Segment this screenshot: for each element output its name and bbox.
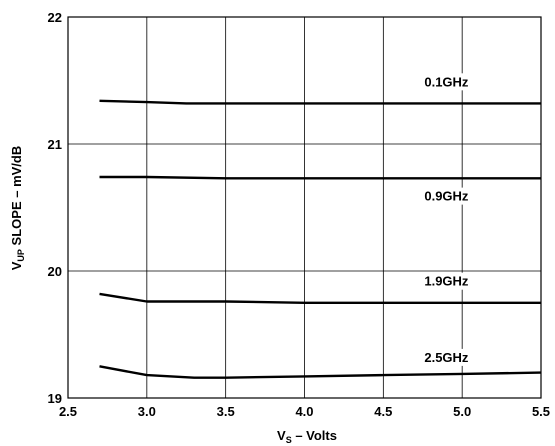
series-label: 0.9GHz [424, 189, 469, 204]
series-label-background [416, 73, 477, 91]
x-tick-label: 3.0 [138, 404, 156, 419]
y-tick-labels: 19 20 21 22 [48, 10, 62, 406]
series-label-background [416, 348, 477, 366]
y-tick-label: 20 [48, 264, 62, 279]
x-tick-label: 2.5 [59, 404, 77, 419]
x-tick-label: 4.0 [295, 404, 313, 419]
x-tick-label: 4.5 [374, 404, 392, 419]
series-line-0.9GHz [99, 175, 541, 180]
series-labels: 0.1GHz 0.9GHz 1.9GHz 2.5GHz [416, 73, 477, 366]
y-tick-label: 19 [48, 391, 62, 406]
series-lines [99, 99, 542, 379]
series-label: 0.1GHz [424, 74, 469, 89]
x-tick-label: 5.0 [453, 404, 471, 419]
x-tick-labels: 2.5 3.0 3.5 4.0 4.5 5.0 5.5 [59, 404, 550, 419]
x-tick-label: 5.5 [532, 404, 550, 419]
plot-frame [67, 16, 542, 399]
series-line-0.1GHz [99, 99, 541, 105]
x-tick-label: 3.5 [217, 404, 235, 419]
series-line-2.5GHz [99, 365, 542, 379]
series-line-1.9GHz [99, 292, 541, 304]
y-tick-label: 21 [48, 137, 62, 152]
x-axis-title: VS – Volts [277, 428, 337, 445]
series-label-background [416, 187, 477, 205]
y-axis-title: VUP SLOPE – mV/dB [9, 146, 26, 271]
series-label: 2.5GHz [424, 350, 469, 365]
y-tick-label: 22 [48, 10, 62, 25]
series-label-background [416, 272, 477, 290]
series-label: 1.9GHz [424, 274, 469, 289]
